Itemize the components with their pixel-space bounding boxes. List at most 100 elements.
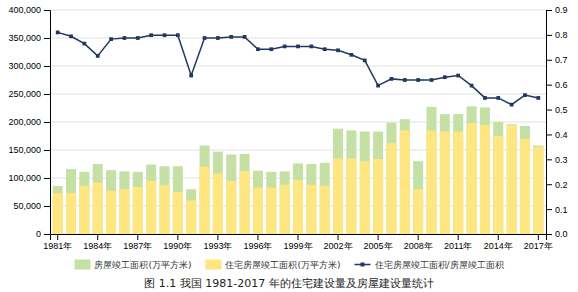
bar: [53, 186, 63, 234]
bar: [333, 129, 343, 234]
axis-line: [51, 235, 547, 241]
bar: [226, 181, 236, 234]
marker: [56, 31, 60, 35]
tick-mark: [44, 206, 50, 207]
tick-label: 250,000: [8, 89, 41, 99]
marker: [283, 45, 287, 49]
tick: 0.3: [546, 155, 568, 165]
line-series: [56, 31, 540, 107]
tick-label: 1981年: [43, 241, 72, 251]
bar: [280, 171, 290, 234]
bar: [440, 132, 450, 234]
bar: [253, 188, 263, 234]
bar: [373, 132, 383, 234]
marker: [96, 54, 100, 58]
tick-mark: [546, 234, 552, 235]
tick: 0.1: [546, 204, 568, 214]
bar: [346, 158, 356, 234]
tick: 400,000: [8, 5, 50, 15]
tick-label: 1987年: [123, 241, 152, 251]
bar-series: [53, 106, 544, 234]
bar: [119, 171, 129, 234]
marker: [390, 77, 394, 81]
tick-label: 0.0: [555, 229, 568, 239]
marker: [136, 36, 140, 40]
bar: [66, 169, 76, 234]
marker: [336, 48, 340, 52]
tick-label: 2002年: [324, 241, 353, 251]
tick-mark: [44, 66, 50, 67]
tick: 300,000: [8, 61, 50, 71]
bar: [507, 125, 517, 234]
bar: [320, 163, 330, 234]
bar: [333, 158, 343, 234]
bar: [146, 181, 156, 234]
grid-line: [50, 10, 546, 11]
tick-mark: [44, 10, 50, 11]
tick: 0.5: [546, 105, 568, 115]
y2-axis: 0.00.10.20.30.40.50.60.70.80.9: [546, 5, 568, 239]
bar: [320, 186, 330, 234]
tick-label: 0.7: [555, 55, 568, 65]
bar: [360, 132, 370, 234]
marker: [109, 37, 113, 41]
tick: 1987年: [123, 234, 152, 251]
bar: [493, 136, 503, 234]
bar: [533, 146, 543, 234]
bar: [200, 167, 210, 234]
bar: [226, 154, 236, 234]
tick: 0.0: [546, 229, 568, 239]
bar: [133, 172, 143, 234]
tick: 150,000: [8, 145, 50, 155]
bar: [400, 130, 410, 234]
tick-label: 1990年: [163, 241, 192, 251]
marker: [149, 33, 153, 37]
marker: [376, 84, 380, 88]
tick-mark: [546, 134, 552, 135]
bar: [266, 172, 276, 234]
tick-mark: [57, 234, 58, 240]
bar: [480, 125, 490, 234]
bar: [453, 114, 463, 234]
plot: 1981年1984年1987年1990年1993年1996年1999年2002年…: [8, 5, 567, 251]
bar: [360, 161, 370, 234]
bar: [79, 186, 89, 234]
bar: [373, 159, 383, 234]
tick: 2002年: [324, 234, 353, 251]
marker: [363, 59, 367, 63]
tick-label: 0.9: [555, 5, 568, 15]
bar: [133, 187, 143, 234]
bar: [253, 171, 263, 234]
y-axis: 050,000100,000150,000200,000250,000300,0…: [8, 5, 50, 239]
tick: 2014年: [484, 234, 513, 251]
tick-label: 150,000: [8, 145, 41, 155]
bar-series: [53, 123, 544, 234]
legend-label: 住宅房屋竣工面积(万平方米): [225, 260, 340, 270]
marker: [456, 74, 460, 78]
bar: [266, 188, 276, 234]
tick-label: 0.2: [555, 180, 568, 190]
tick: 100,000: [8, 173, 50, 183]
tick-label: 2014年: [484, 241, 513, 251]
tick-label: 1999年: [283, 241, 312, 251]
bar: [119, 189, 129, 234]
tick-mark: [257, 234, 258, 240]
tick-label: 50,000: [13, 201, 41, 211]
tick-mark: [298, 234, 299, 240]
legend-label: 房屋竣工面积(万平方米): [94, 260, 191, 270]
bar: [467, 123, 477, 234]
marker: [189, 74, 193, 78]
tick-mark: [546, 60, 552, 61]
tick: 0.6: [546, 80, 568, 90]
marker: [443, 75, 447, 79]
tick: 350,000: [8, 33, 50, 43]
bar: [213, 174, 223, 234]
bar: [186, 200, 196, 234]
bar: [480, 107, 490, 234]
tick-label: 1993年: [203, 241, 232, 251]
tick-label: 2011年: [444, 241, 472, 251]
bar: [413, 189, 423, 234]
tick-mark: [44, 150, 50, 151]
legend-swatch: [205, 260, 221, 270]
bar: [93, 182, 103, 234]
